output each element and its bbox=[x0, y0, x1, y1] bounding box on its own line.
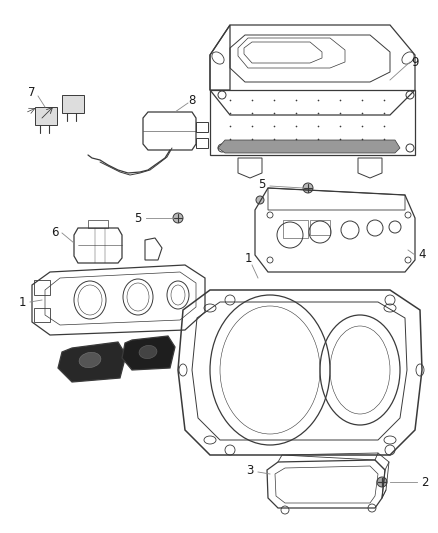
Circle shape bbox=[303, 183, 313, 193]
Circle shape bbox=[173, 213, 183, 223]
Ellipse shape bbox=[79, 352, 101, 368]
Ellipse shape bbox=[139, 345, 157, 359]
Text: 7: 7 bbox=[28, 85, 36, 99]
Text: 2: 2 bbox=[421, 475, 429, 489]
Polygon shape bbox=[218, 140, 400, 153]
Text: 1: 1 bbox=[244, 252, 252, 264]
Text: 9: 9 bbox=[411, 55, 419, 69]
Circle shape bbox=[377, 477, 387, 487]
Circle shape bbox=[256, 196, 264, 204]
Polygon shape bbox=[122, 336, 175, 370]
Text: 3: 3 bbox=[246, 464, 254, 477]
Polygon shape bbox=[62, 95, 84, 113]
Text: 6: 6 bbox=[51, 227, 59, 239]
Text: 5: 5 bbox=[134, 212, 141, 224]
Text: 5: 5 bbox=[258, 179, 266, 191]
Polygon shape bbox=[35, 107, 57, 125]
Text: 1: 1 bbox=[18, 295, 26, 309]
Text: 8: 8 bbox=[188, 93, 196, 107]
Polygon shape bbox=[58, 342, 126, 382]
Text: 4: 4 bbox=[418, 248, 426, 262]
